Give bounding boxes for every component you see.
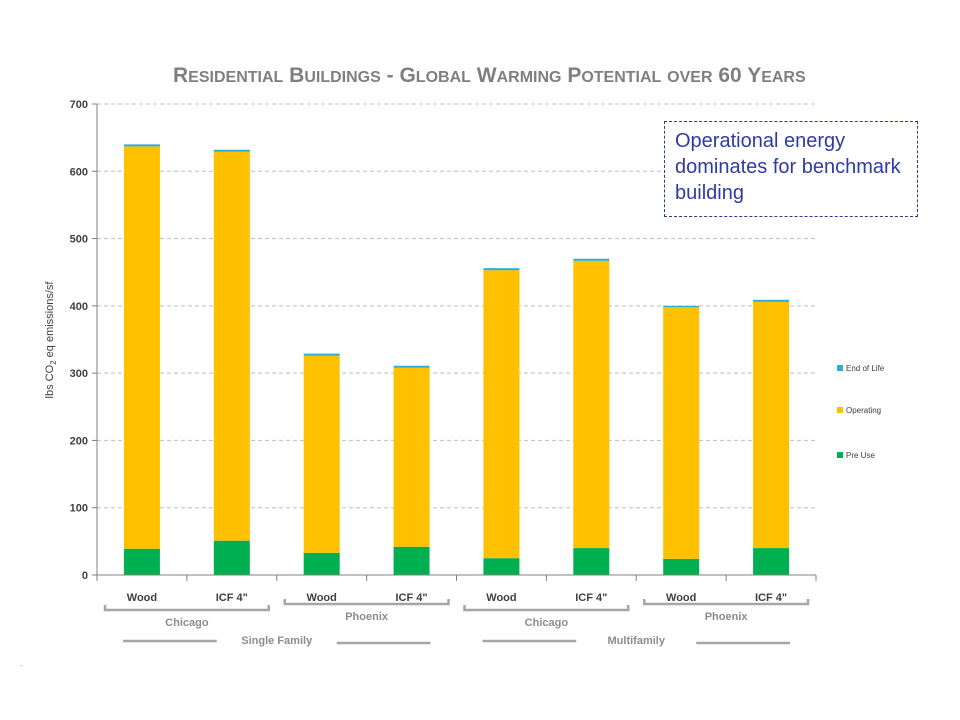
- bar-pre-use: [303, 552, 340, 575]
- y-axis-label-part: eq emissions/sf: [44, 281, 56, 361]
- bar-end-of-life: [573, 258, 610, 261]
- chart-title-part: R: [173, 64, 188, 87]
- category-label: ICF 4": [216, 592, 248, 604]
- y-tick-label: 200: [70, 435, 88, 447]
- chart-title-part: G: [399, 64, 415, 87]
- bar-pre-use: [753, 548, 790, 575]
- city-bracket: [643, 599, 810, 606]
- bars: [123, 144, 790, 575]
- category-label: Wood: [486, 592, 516, 604]
- bar-end-of-life: [123, 144, 160, 147]
- annotation-box: Operational energy dominates for benchma…: [664, 121, 918, 217]
- y-tick-label: 500: [70, 234, 88, 246]
- city-bracket: [283, 599, 450, 606]
- category-label: Wood: [127, 592, 157, 604]
- y-tick-label: 300: [70, 368, 88, 380]
- group-labels: Chicago Phoenix Chicago Phoenix Single Famil…: [103, 599, 810, 647]
- bar-end-of-life: [663, 305, 700, 308]
- city-label: Phoenix: [705, 611, 749, 623]
- category-label: Wood: [307, 592, 337, 604]
- category-label: Wood: [666, 592, 696, 604]
- bar-operating: [213, 151, 250, 541]
- category-labels: Wood ICF 4" Wood ICF 4" Wood ICF 4" Wood ICF 4": [127, 592, 787, 604]
- bar-operating: [663, 307, 700, 559]
- chart-title-part: UILDINGS: [304, 69, 381, 86]
- legend-label-end-of-life: End of Life: [846, 364, 885, 373]
- bar-end-of-life: [393, 365, 430, 368]
- category-label: ICF 4": [755, 592, 787, 604]
- y-axis-label-subscript: 2: [49, 360, 58, 365]
- bar-pre-use: [393, 546, 430, 575]
- chart-title-part: Y: [747, 64, 761, 87]
- bar-end-of-life: [213, 149, 250, 152]
- city-label: Phoenix: [345, 611, 389, 623]
- city-label: Chicago: [525, 617, 569, 629]
- category-label: ICF 4": [396, 592, 428, 604]
- legend-label-pre-use: Pre Use: [846, 451, 875, 460]
- chart-title: RESIDENTIAL BUILDINGS - GLOBAL WARMING P…: [173, 64, 806, 87]
- bar-operating: [753, 301, 790, 549]
- bar-end-of-life: [483, 268, 520, 271]
- legend-label-operating: Operating: [846, 406, 881, 415]
- y-tick-labels: 0 100 200 300 400 500 600 700: [70, 99, 88, 582]
- y-tick-label: 0: [82, 570, 88, 582]
- bar-pre-use: [483, 558, 520, 575]
- y-axis-label: lbs CO2 eq emissions/sf: [44, 281, 58, 399]
- axes: [96, 104, 817, 581]
- chart-title-part: ARMING: [497, 69, 562, 86]
- chart-title-part: B: [289, 64, 304, 87]
- bar-pre-use: [123, 548, 160, 575]
- legend-swatch-end-of-life: [837, 365, 843, 371]
- y-tick-label: 700: [70, 99, 88, 111]
- y-axis-label-part: lbs CO: [44, 364, 56, 398]
- category-label: ICF 4": [575, 592, 607, 604]
- chart-title-part: ESIDENTIAL: [188, 69, 283, 86]
- legend: End of Life Operating Pre Use: [837, 364, 885, 460]
- footnote: -: [20, 661, 23, 670]
- chart-title-part: 60: [718, 64, 741, 87]
- y-tick-label: 400: [70, 301, 88, 313]
- city-bracket: [103, 605, 270, 612]
- chart-title-part: OTENTIAL: [581, 69, 661, 86]
- chart-title-part: -: [387, 64, 394, 87]
- bar-end-of-life: [303, 353, 340, 356]
- bar-operating: [573, 260, 610, 549]
- city-label: Chicago: [165, 617, 209, 629]
- legend-swatch-operating: [837, 407, 843, 413]
- bar-pre-use: [663, 558, 700, 575]
- chart-title-part: P: [567, 64, 581, 87]
- bar-operating: [303, 355, 340, 553]
- bar-operating: [123, 146, 160, 549]
- bar-end-of-life: [753, 299, 790, 302]
- bar-pre-use: [213, 540, 250, 575]
- building-group-label: Single Family: [241, 635, 313, 647]
- chart-title-part: W: [477, 64, 497, 87]
- y-tick-label: 100: [70, 503, 88, 515]
- bar-operating: [483, 270, 520, 559]
- bar-pre-use: [573, 548, 610, 575]
- building-group-label: Multifamily: [608, 635, 666, 647]
- legend-swatch-pre-use: [837, 452, 843, 458]
- chart-title-part: LOBAL: [416, 69, 471, 86]
- chart-title-part: OVER: [667, 69, 713, 86]
- y-tick-label: 600: [70, 166, 88, 178]
- chart-title-part: EARS: [761, 69, 806, 86]
- city-bracket: [463, 605, 630, 612]
- bar-operating: [393, 367, 430, 547]
